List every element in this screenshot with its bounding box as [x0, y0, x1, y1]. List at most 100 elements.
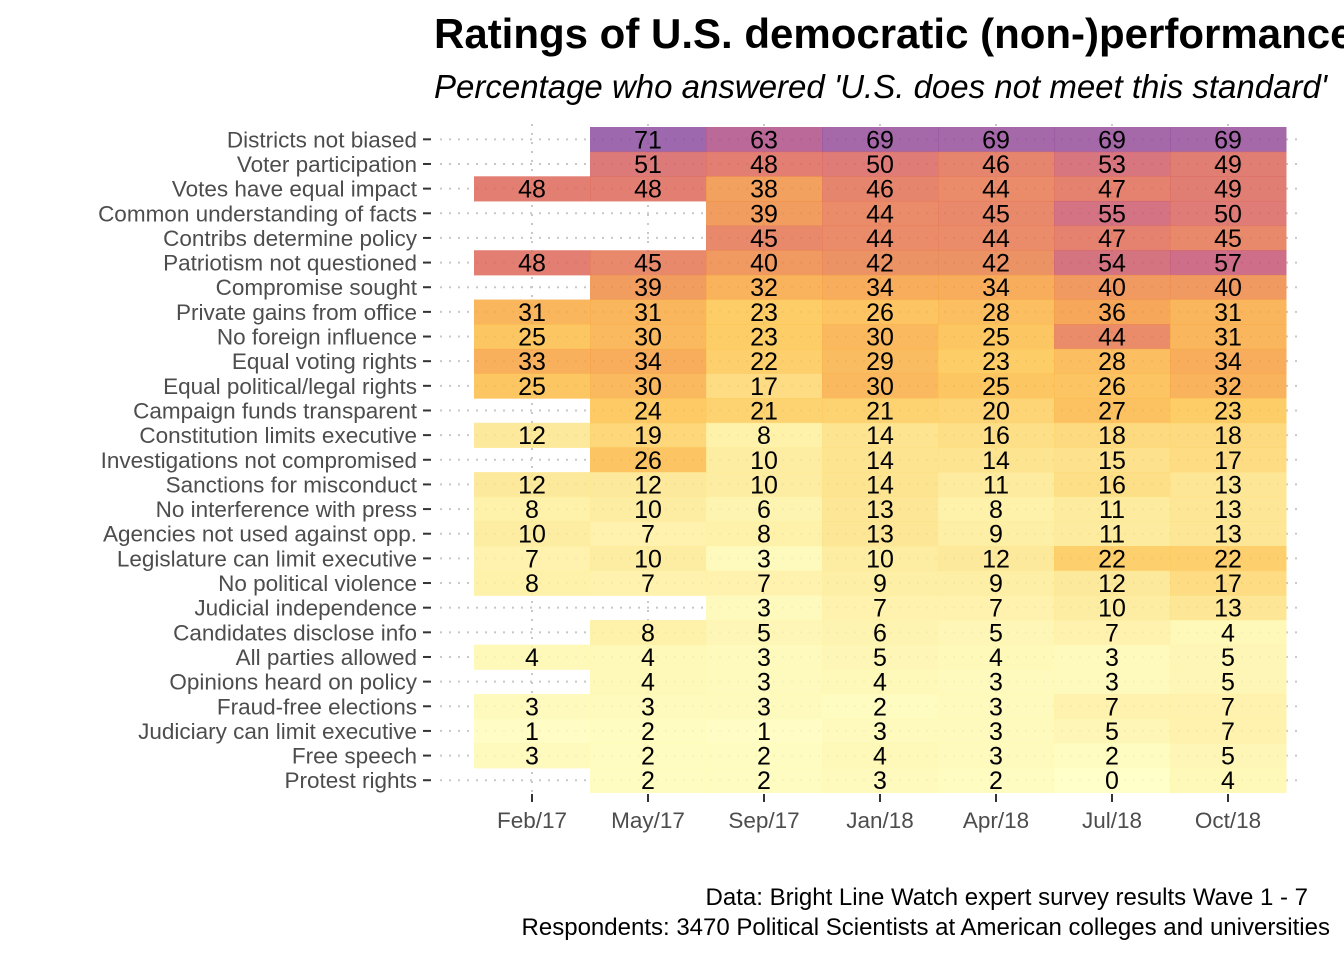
heatmap-cell — [822, 570, 939, 596]
cell-value-label: 46 — [982, 151, 1010, 179]
y-tick-label: Contribs determine policy — [163, 226, 418, 251]
heatmap-cell — [474, 176, 591, 202]
heatmap-cell — [474, 718, 591, 744]
cell-value-label: 38 — [750, 176, 778, 204]
heatmap-cell — [474, 743, 591, 769]
cell-value-label: 4 — [525, 644, 539, 672]
y-tick-label: Fraud-free elections — [217, 694, 417, 719]
heatmap-cell — [1054, 472, 1171, 498]
heatmap-cell — [706, 620, 823, 646]
heatmap-cell — [706, 373, 823, 399]
heatmap-cell — [590, 447, 707, 473]
heatmap-cell — [706, 151, 823, 177]
heatmap-cell — [1054, 373, 1171, 399]
heatmap-cell — [822, 718, 939, 744]
heatmap-cell — [590, 743, 707, 769]
cell-value-label: 7 — [1105, 619, 1119, 647]
cell-value-label: 28 — [1098, 348, 1126, 376]
heatmap-cell — [706, 767, 823, 794]
cell-value-label: 48 — [518, 176, 546, 204]
cell-value-label: 11 — [1099, 496, 1125, 524]
cell-value-label: 3 — [757, 545, 771, 573]
cell-value-label: 69 — [982, 126, 1010, 154]
cell-value-label: 40 — [1098, 274, 1126, 302]
heatmap-cell — [822, 743, 939, 769]
cell-value-label: 14 — [866, 471, 894, 499]
cell-value-label: 20 — [982, 397, 1010, 425]
y-tick-label: Common understanding of facts — [98, 201, 417, 226]
cell-value-label: 31 — [634, 299, 662, 327]
y-tick-label: No interference with press — [156, 497, 417, 522]
cell-value-label: 50 — [866, 151, 894, 179]
heatmap-cell — [706, 274, 823, 301]
cell-value-label: 5 — [1221, 669, 1235, 697]
x-tick-label: Jan/18 — [846, 808, 914, 833]
cell-value-label: 13 — [866, 496, 894, 524]
cell-value-label: 10 — [1098, 595, 1126, 623]
heatmap-cell — [1054, 767, 1171, 794]
x-tick-label: Feb/17 — [497, 808, 567, 833]
heatmap-cell — [474, 521, 591, 547]
cell-value-label: 8 — [525, 570, 539, 598]
heatmap-cell — [706, 718, 823, 744]
heatmap-cell — [822, 299, 939, 325]
heatmap-cell — [590, 718, 707, 744]
heatmap-cell — [474, 299, 591, 325]
cell-value-label: 12 — [982, 545, 1010, 573]
y-tick-label: Districts not biased — [227, 127, 417, 152]
heatmap-cell — [1170, 151, 1287, 177]
heatmap-cell — [938, 225, 1055, 251]
cell-value-label: 15 — [1098, 447, 1126, 475]
cell-value-label: 18 — [1214, 422, 1242, 450]
cell-value-label: 26 — [866, 299, 894, 327]
heatmap-cell — [590, 472, 707, 498]
cell-value-label: 32 — [1214, 373, 1242, 401]
heatmap-cell — [590, 274, 707, 301]
cell-value-label: 49 — [1214, 176, 1242, 204]
heatmap-cell — [938, 644, 1055, 670]
cell-value-label: 51 — [634, 151, 662, 179]
cell-value-label: 2 — [757, 767, 771, 795]
x-tick-label: Jul/18 — [1082, 808, 1142, 833]
cell-value-label: 4 — [641, 644, 655, 672]
cell-value-label: 8 — [641, 619, 655, 647]
heatmap-cell — [822, 496, 939, 522]
heatmap-cell — [1054, 496, 1171, 522]
heatmap-cell — [1170, 447, 1287, 473]
heatmap-cell — [822, 472, 939, 498]
heatmap-cell — [590, 496, 707, 522]
heatmap-cell — [590, 767, 707, 794]
heatmap-cell — [590, 373, 707, 399]
cell-value-label: 5 — [1105, 718, 1119, 746]
cell-value-label: 47 — [1098, 225, 1126, 253]
heatmap-cell — [706, 200, 823, 227]
cell-value-label: 9 — [989, 570, 1003, 598]
cell-value-label: 3 — [989, 743, 1003, 771]
cell-value-label: 34 — [866, 274, 894, 302]
heatmap-cell — [590, 299, 707, 325]
heatmap-cell — [822, 767, 939, 794]
cell-value-label: 30 — [634, 324, 662, 352]
chart-subtitle: Percentage who answered 'U.S. does not m… — [434, 68, 1328, 105]
cell-value-label: 45 — [634, 250, 662, 278]
cell-value-label: 3 — [1105, 669, 1119, 697]
heatmap-cell — [706, 250, 823, 276]
y-tick-label: Equal voting rights — [232, 349, 417, 374]
cell-value-label: 3 — [757, 669, 771, 697]
cell-value-label: 10 — [634, 545, 662, 573]
heatmap-cell — [938, 447, 1055, 473]
heatmap-cell — [474, 693, 591, 720]
heatmap-cell — [590, 693, 707, 720]
cell-value-label: 3 — [757, 693, 771, 721]
cell-value-label: 42 — [982, 250, 1010, 278]
heatmap-cell — [474, 348, 591, 374]
heatmap-cell — [1170, 373, 1287, 399]
heatmap-cell — [590, 521, 707, 547]
heatmap-cell — [938, 127, 1055, 153]
cell-value-label: 55 — [1098, 200, 1126, 228]
heatmap-cell — [474, 546, 591, 572]
cell-value-label: 49 — [1214, 151, 1242, 179]
heatmap-cell — [590, 324, 707, 350]
cell-value-label: 3 — [989, 693, 1003, 721]
